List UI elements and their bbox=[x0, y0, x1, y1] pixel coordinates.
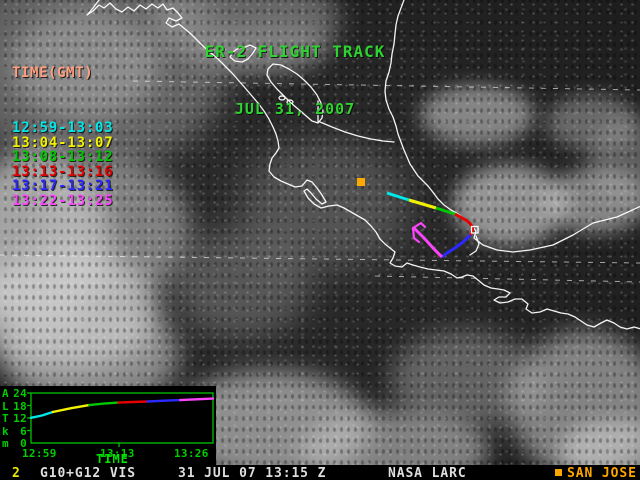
legend-entry: 13:08-13:12 bbox=[12, 149, 114, 166]
datetime-label: 31 JUL 07 13:15 Z bbox=[178, 466, 327, 480]
flight-track-segment bbox=[454, 212, 475, 236]
flight-track-segment bbox=[412, 226, 444, 259]
altitude-curve-segment bbox=[29, 410, 54, 419]
altitude-curve-segment bbox=[117, 400, 149, 404]
x-tick-label: 12:59 bbox=[22, 447, 57, 460]
legend-entry: 13:13-13:16 bbox=[12, 163, 114, 180]
source-label: NASA LARC bbox=[388, 466, 467, 480]
y-axis-letter: T bbox=[2, 412, 9, 425]
y-tick-label: 12 bbox=[13, 412, 27, 425]
lake-outline bbox=[229, 44, 257, 63]
ground-site-marker bbox=[470, 225, 479, 234]
aircraft-arrow-icon bbox=[411, 221, 427, 244]
legend-entry: 13:22-13:25 bbox=[12, 192, 114, 209]
border-line bbox=[317, 100, 395, 143]
title-line: ER-2 FLIGHT TRACK bbox=[204, 42, 386, 61]
altitude-curve-segment bbox=[178, 397, 215, 402]
legend-entry: 12:59-13:03 bbox=[12, 120, 114, 136]
graticule-line bbox=[0, 254, 640, 264]
x-tick-label: 13:13 bbox=[100, 447, 135, 460]
san-jose-square-icon bbox=[555, 469, 562, 476]
altitude-curve-segment bbox=[51, 403, 91, 414]
altitude-plot bbox=[27, 392, 215, 447]
y-axis-letter: A bbox=[2, 387, 9, 400]
cloud bbox=[170, 230, 310, 340]
product-label: G10+G12 VIS bbox=[40, 466, 136, 480]
flight-track-segment bbox=[435, 206, 456, 216]
altitude-curve-segment bbox=[146, 398, 182, 403]
time-legend: TIME(GMT) 12:59-13:03 13:04-13:07 13:08-13… bbox=[12, 27, 114, 247]
x-tick-label: 13:26 bbox=[174, 447, 209, 460]
legend-entry: 13:17-13:21 bbox=[12, 178, 114, 195]
y-axis-letter: k bbox=[2, 424, 9, 438]
lake-outline bbox=[266, 63, 324, 124]
cloud bbox=[420, 85, 535, 145]
channel-number: 2 bbox=[12, 466, 21, 480]
coastline-path bbox=[469, 235, 480, 256]
y-tick-label: 0 bbox=[20, 437, 27, 450]
cloud bbox=[240, 140, 410, 270]
graticule-line bbox=[132, 80, 640, 91]
page-title: ER-2 FLIGHT TRACK JUL 31, 2007 bbox=[140, 4, 450, 156]
graticule-line bbox=[374, 275, 640, 283]
legend-rows: 12:59-13:03 13:04-13:07 13:08-13:12 13:13-1… bbox=[12, 121, 114, 209]
lake-island-outline bbox=[278, 95, 286, 101]
x-axis-title: TIME bbox=[96, 452, 129, 466]
legend-entry: 13:04-13:07 bbox=[12, 134, 114, 151]
y-axis-letter: m bbox=[2, 437, 9, 450]
y-axis-letter: L bbox=[2, 399, 9, 413]
status-bar: 2 G10+G12 VIS 31 JUL 07 13:15 Z NASA LAR… bbox=[0, 465, 640, 480]
flight-track-segment bbox=[441, 233, 472, 259]
cloud bbox=[590, 120, 640, 200]
legend-header: TIME(GMT) bbox=[12, 65, 94, 81]
lake-island-outline bbox=[286, 99, 294, 105]
site-label: SAN JOSE bbox=[567, 466, 637, 480]
san-jose-marker bbox=[357, 178, 365, 186]
cloud bbox=[10, 10, 160, 120]
y-tick-label: 6 bbox=[20, 424, 27, 438]
y-tick-label: 24 bbox=[13, 387, 27, 400]
cloud bbox=[545, 168, 640, 233]
coastline-path bbox=[86, 0, 640, 330]
flight-track-segment bbox=[386, 191, 410, 202]
altitude-curve-segment bbox=[87, 401, 120, 407]
cloud bbox=[545, 95, 640, 150]
cloud bbox=[210, 20, 330, 75]
flight-track-segment bbox=[408, 198, 437, 210]
y-tick-label: 18 bbox=[13, 399, 27, 413]
coastline-path bbox=[384, 0, 640, 253]
date-line: JUL 31, 2007 bbox=[234, 100, 356, 118]
